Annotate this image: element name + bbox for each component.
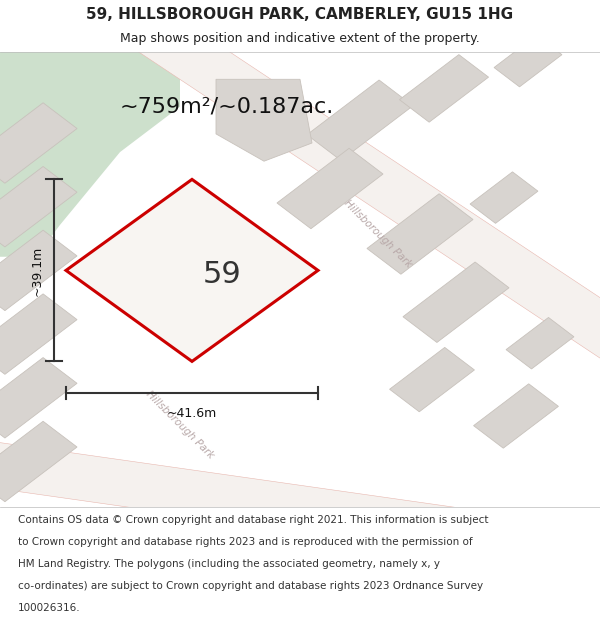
Polygon shape (130, 12, 600, 365)
Text: ~759m²/~0.187ac.: ~759m²/~0.187ac. (120, 97, 334, 117)
Polygon shape (0, 421, 77, 502)
Polygon shape (0, 166, 77, 247)
Polygon shape (473, 384, 559, 448)
Polygon shape (277, 148, 383, 229)
Polygon shape (0, 357, 77, 438)
Text: 59: 59 (203, 261, 241, 289)
Text: Hillsborough Park: Hillsborough Park (342, 198, 414, 270)
Text: to Crown copyright and database rights 2023 and is reproduced with the permissio: to Crown copyright and database rights 2… (18, 537, 473, 547)
Polygon shape (216, 79, 312, 161)
Text: Map shows position and indicative extent of the property.: Map shows position and indicative extent… (120, 32, 480, 45)
Polygon shape (66, 179, 318, 361)
Polygon shape (403, 262, 509, 343)
Text: ~39.1m: ~39.1m (31, 245, 44, 296)
Polygon shape (0, 52, 180, 257)
Text: Hillsborough Park: Hillsborough Park (144, 389, 216, 461)
Polygon shape (307, 80, 413, 161)
Polygon shape (0, 439, 455, 552)
Polygon shape (400, 54, 488, 122)
Polygon shape (0, 102, 77, 183)
Text: co-ordinates) are subject to Crown copyright and database rights 2023 Ordnance S: co-ordinates) are subject to Crown copyr… (18, 581, 483, 591)
Text: 100026316.: 100026316. (18, 602, 80, 612)
Polygon shape (506, 318, 574, 369)
Text: HM Land Registry. The polygons (including the associated geometry, namely x, y: HM Land Registry. The polygons (includin… (18, 559, 440, 569)
Text: Contains OS data © Crown copyright and database right 2021. This information is : Contains OS data © Crown copyright and d… (18, 515, 488, 525)
Polygon shape (0, 294, 77, 374)
Text: 59, HILLSBOROUGH PARK, CAMBERLEY, GU15 1HG: 59, HILLSBOROUGH PARK, CAMBERLEY, GU15 1… (86, 7, 514, 22)
Polygon shape (389, 348, 475, 412)
Polygon shape (494, 36, 562, 87)
Polygon shape (0, 230, 77, 311)
Polygon shape (367, 194, 473, 274)
Text: ~41.6m: ~41.6m (167, 408, 217, 420)
Polygon shape (470, 172, 538, 223)
